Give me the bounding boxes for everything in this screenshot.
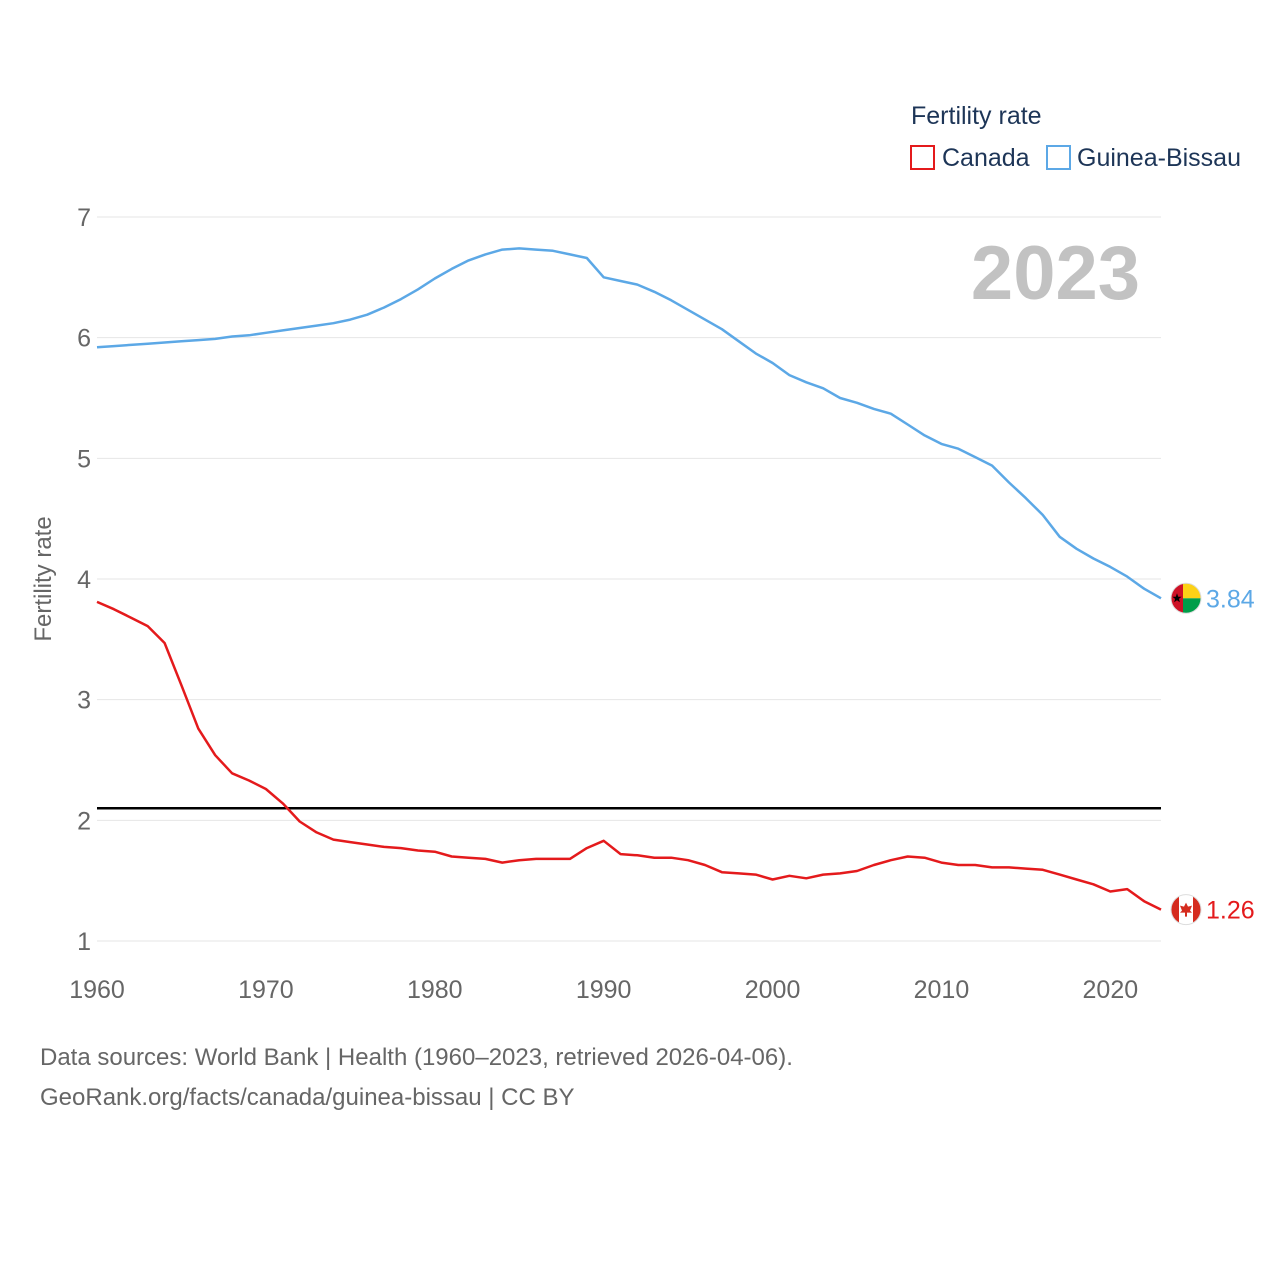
end-value-label-guinea-bissau: 3.84: [1206, 585, 1255, 613]
end-value-label-canada: 1.26: [1206, 897, 1255, 925]
series-line-guinea-bissau[interactable]: [96, 247, 1162, 600]
y-tick-label: 7: [77, 204, 91, 232]
legend-item-guinea-bissau[interactable]: Guinea-Bissau: [1046, 144, 1241, 172]
legend-title: Fertility rate: [911, 102, 1042, 130]
data-source-note: Data sources: World Bank | Health (1960–…: [40, 1044, 793, 1071]
y-gridlines: [97, 216, 1161, 942]
legend-swatch-guinea-bissau: [1046, 145, 1071, 170]
y-tick-label: 1: [77, 928, 91, 956]
legend-swatch-canada: [910, 145, 935, 170]
y-tick-label: 2: [77, 807, 91, 835]
x-tick-label: 2000: [745, 976, 801, 1004]
y-tick-label: 5: [77, 445, 91, 473]
y-tick-label: 6: [77, 325, 91, 353]
y-axis-label: Fertility rate: [30, 516, 57, 641]
x-tick-label: 2020: [1083, 976, 1139, 1004]
source-url[interactable]: GeoRank.org/facts/canada/guinea-bissau |…: [40, 1084, 575, 1111]
legend-label-canada: Canada: [942, 144, 1030, 172]
x-tick-label: 2010: [914, 976, 970, 1004]
year-watermark: 2023: [971, 231, 1140, 316]
legend-label-guinea-bissau: Guinea-Bissau: [1077, 144, 1241, 172]
series-line-canada[interactable]: [96, 600, 1162, 911]
x-tick-label: 1960: [69, 976, 125, 1004]
x-axis-ticks: 1960 1970 1980 1990 2000 2010 2020: [69, 976, 1138, 1004]
x-tick-label: 1990: [576, 976, 632, 1004]
canada-flag-icon: [1170, 894, 1202, 926]
y-tick-label: 4: [77, 566, 91, 594]
series-lines: [96, 247, 1162, 911]
y-axis-ticks: 1 2 3 4 5 6 7: [77, 204, 91, 956]
guinea-bissau-flag-icon: [1170, 582, 1202, 614]
x-tick-label: 1970: [238, 976, 294, 1004]
y-tick-label: 3: [77, 687, 91, 715]
legend-item-canada[interactable]: Canada: [910, 144, 1030, 172]
x-tick-label: 1980: [407, 976, 463, 1004]
series-end-markers: 1.26 3.84: [1170, 582, 1255, 926]
